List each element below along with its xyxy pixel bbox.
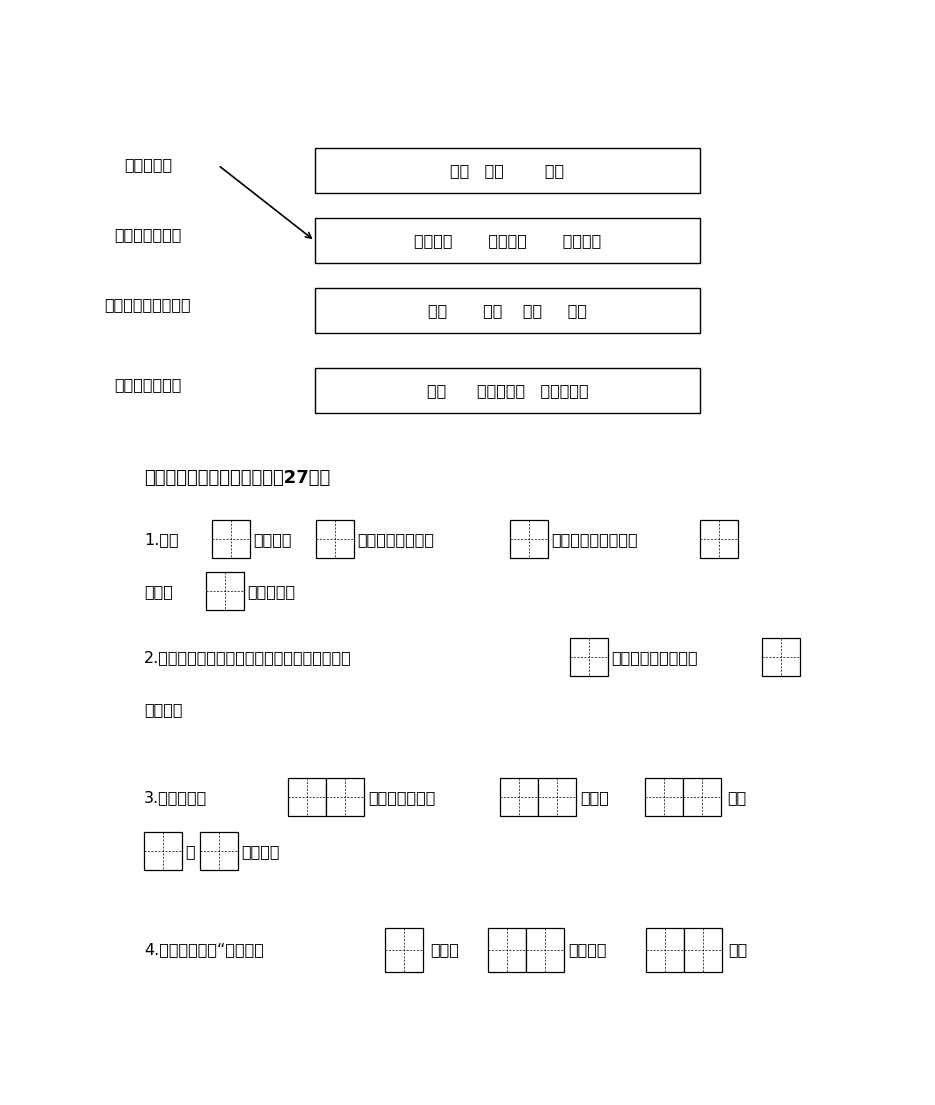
Text: 能有创造。: 能有创造。 [247,585,295,600]
Text: 4.我会背古诗：“一去二三: 4.我会背古诗：“一去二三 [144,943,264,958]
Text: 河: 河 [185,844,194,860]
Text: 六、想想课文内容再填空。（27分）: 六、想想课文内容再填空。（27分） [144,469,330,487]
Text: ，烟村: ，烟村 [430,943,459,958]
Bar [510,520,548,558]
Text: 飘呵飘呵       越盖越厚       梨花开放: 飘呵飘呵 越盖越厚 梨花开放 [414,233,601,248]
Bar [385,928,423,972]
Text: 1.人有: 1.人有 [144,533,179,547]
Bar [315,148,700,193]
Text: 和大脑。双手会做: 和大脑。双手会做 [357,533,434,547]
Text: 座，: 座， [728,943,747,958]
Bar [538,778,576,815]
Bar [500,778,538,815]
Text: 《给刘洋阿姨的信》: 《给刘洋阿姨的信》 [105,297,192,313]
Text: 感谢      弯弯的小河   青青的小草: 感谢 弯弯的小河 青青的小草 [426,383,588,398]
Bar [762,638,800,676]
Bar [315,368,700,413]
Text: 神九   天宫        太空: 神九 天宫 太空 [451,164,565,178]
Bar [700,520,738,558]
Bar [316,520,354,558]
Bar [315,218,700,263]
Text: 照着写。: 照着写。 [144,703,182,717]
Bar [646,928,684,972]
Bar [288,778,326,815]
Bar [144,832,182,870]
Bar [683,778,721,815]
Bar [206,572,244,610]
Text: 3.五星红旗是: 3.五星红旗是 [144,790,208,806]
Text: 个宝，双: 个宝，双 [253,533,292,547]
Bar [645,778,683,815]
Text: 《小雪花》: 《小雪花》 [124,158,172,172]
Text: ，大脑会思考。用手: ，大脑会思考。用手 [551,533,638,547]
Bar [526,928,564,972]
Bar [212,520,250,558]
Text: 2.怀素写字非常认真。他总是先看清字的形状，: 2.怀素写字非常认真。他总是先看清字的形状， [144,651,352,665]
Text: 在奔跑。: 在奔跑。 [241,844,280,860]
Text: 家，亭台: 家，亭台 [568,943,607,958]
Bar [684,928,722,972]
Text: 《小河与青草》: 《小河与青草》 [114,228,181,242]
Bar [326,778,364,815]
Text: 落进: 落进 [727,790,746,806]
Bar [488,928,526,972]
Text: 按字的笔顺，一笔一: 按字的笔顺，一笔一 [611,651,698,665]
Bar [200,832,238,870]
Bar [315,288,700,333]
Text: 《河里的月亮》: 《河里的月亮》 [114,378,181,392]
Text: 晶亮       滚圆    东晨     西晨: 晶亮 滚圆 东晨 西晨 [428,303,587,318]
Text: 的国旗。蓝天是: 的国旗。蓝天是 [368,790,436,806]
Text: 的家。: 的家。 [580,790,609,806]
Text: 用脑，: 用脑， [144,585,173,600]
Bar [570,638,608,676]
